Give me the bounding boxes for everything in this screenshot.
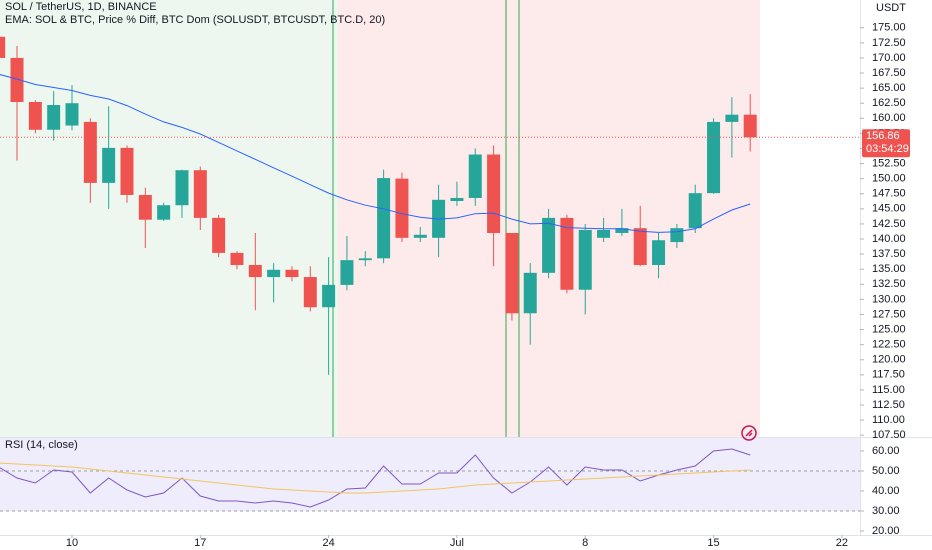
candle-body xyxy=(560,217,574,290)
rsi-line xyxy=(0,462,751,494)
candle-body xyxy=(193,170,207,218)
candle-body xyxy=(468,154,482,198)
last-price-label: 156.86 xyxy=(866,130,900,142)
y-tick-label: 162.50 xyxy=(872,97,906,109)
axis-label: USDT xyxy=(876,2,906,14)
candle-body xyxy=(505,232,519,314)
logo xyxy=(741,425,757,441)
y-tick-label: 135.00 xyxy=(872,263,906,275)
candle-body xyxy=(175,170,189,206)
y-tick-label: 147.50 xyxy=(872,188,906,200)
candle-body xyxy=(652,240,666,265)
y-tick-label: 165.00 xyxy=(872,82,906,94)
chart-title: SOL / TetherUS, 1D, BINANCE xyxy=(5,1,157,13)
y-tick-label: 170.00 xyxy=(872,52,906,64)
candle-body xyxy=(340,260,354,285)
candle-body xyxy=(615,228,629,233)
candle-body xyxy=(597,229,611,238)
x-tick-label: 17 xyxy=(194,537,206,549)
x-tick-label: 8 xyxy=(582,537,588,549)
y-tick-label: 140.00 xyxy=(872,233,906,245)
rsi-line xyxy=(0,448,751,508)
y-tick-label: 137.50 xyxy=(872,248,906,260)
y-tick-label: 40.00 xyxy=(872,485,900,497)
y-tick-label: 125.00 xyxy=(872,323,906,335)
candle-body xyxy=(633,228,647,265)
candle-body xyxy=(523,272,537,314)
y-tick-label: 132.50 xyxy=(872,278,906,290)
candle-body xyxy=(10,57,24,103)
candle-body xyxy=(28,102,42,130)
candle-body xyxy=(670,228,684,243)
candle-body xyxy=(358,258,372,261)
candle-body xyxy=(212,217,226,253)
x-tick-label: 24 xyxy=(322,537,334,549)
x-tick-label: 10 xyxy=(66,537,78,549)
candle-body xyxy=(395,178,409,238)
candle-body xyxy=(120,147,134,195)
y-tick-label: 107.50 xyxy=(872,429,906,441)
y-tick-label: 167.50 xyxy=(872,67,906,79)
y-tick-label: 20.00 xyxy=(872,525,900,537)
candle-body xyxy=(413,234,427,238)
y-tick-label: 142.50 xyxy=(872,218,906,230)
candle-body xyxy=(230,252,244,265)
y-tick-label: 172.50 xyxy=(872,37,906,49)
candle-body xyxy=(303,277,317,308)
y-tick-label: 145.00 xyxy=(872,203,906,215)
candle-body xyxy=(707,121,721,194)
y-tick-label: 160.00 xyxy=(872,112,906,124)
candle-body xyxy=(83,121,97,183)
candle-body xyxy=(65,103,79,126)
x-tick-label: 22 xyxy=(836,537,848,549)
candle-body xyxy=(487,154,501,233)
candle-body xyxy=(47,105,61,130)
x-tick-label: 15 xyxy=(707,537,719,549)
candle-body xyxy=(157,205,171,220)
y-tick-label: 127.50 xyxy=(872,308,906,320)
candle-body xyxy=(743,114,757,138)
y-tick-label: 30.00 xyxy=(872,505,900,517)
candle-body xyxy=(322,284,336,308)
y-tick-label: 122.50 xyxy=(872,339,906,351)
rsi-title: RSI (14, close) xyxy=(5,439,78,451)
y-tick-label: 50.00 xyxy=(872,465,900,477)
candle-body xyxy=(138,194,152,220)
legend-entry: EMA: SOL & BTC, Price % Diff, BTC Dom (S… xyxy=(5,14,385,26)
ema-line xyxy=(0,74,751,233)
candle-body xyxy=(102,147,116,183)
candle-body xyxy=(688,193,702,229)
x-tick-label: Jul xyxy=(450,537,464,549)
candle-body xyxy=(725,114,739,122)
y-tick-label: 112.50 xyxy=(872,399,905,411)
y-tick-label: 130.00 xyxy=(872,293,906,305)
y-tick-label: 115.00 xyxy=(872,384,905,396)
candle-body xyxy=(542,217,556,273)
y-tick-label: 175.00 xyxy=(872,22,906,34)
y-tick-label: 150.00 xyxy=(872,173,906,185)
price-badge xyxy=(862,129,910,158)
candle-body xyxy=(0,36,6,58)
candle-body xyxy=(377,178,391,259)
candle-body xyxy=(578,229,592,290)
candle-body xyxy=(450,197,464,201)
y-tick-label: 60.00 xyxy=(872,445,900,457)
y-tick-label: 120.00 xyxy=(872,354,906,366)
y-tick-label: 152.50 xyxy=(872,157,906,169)
y-tick-label: 117.50 xyxy=(872,369,905,381)
candle-body xyxy=(267,269,281,278)
candle-body xyxy=(285,269,299,278)
candle-body xyxy=(248,264,262,278)
y-tick-label: 110.00 xyxy=(872,414,905,426)
countdown-label: 03:54:29 xyxy=(866,143,909,155)
